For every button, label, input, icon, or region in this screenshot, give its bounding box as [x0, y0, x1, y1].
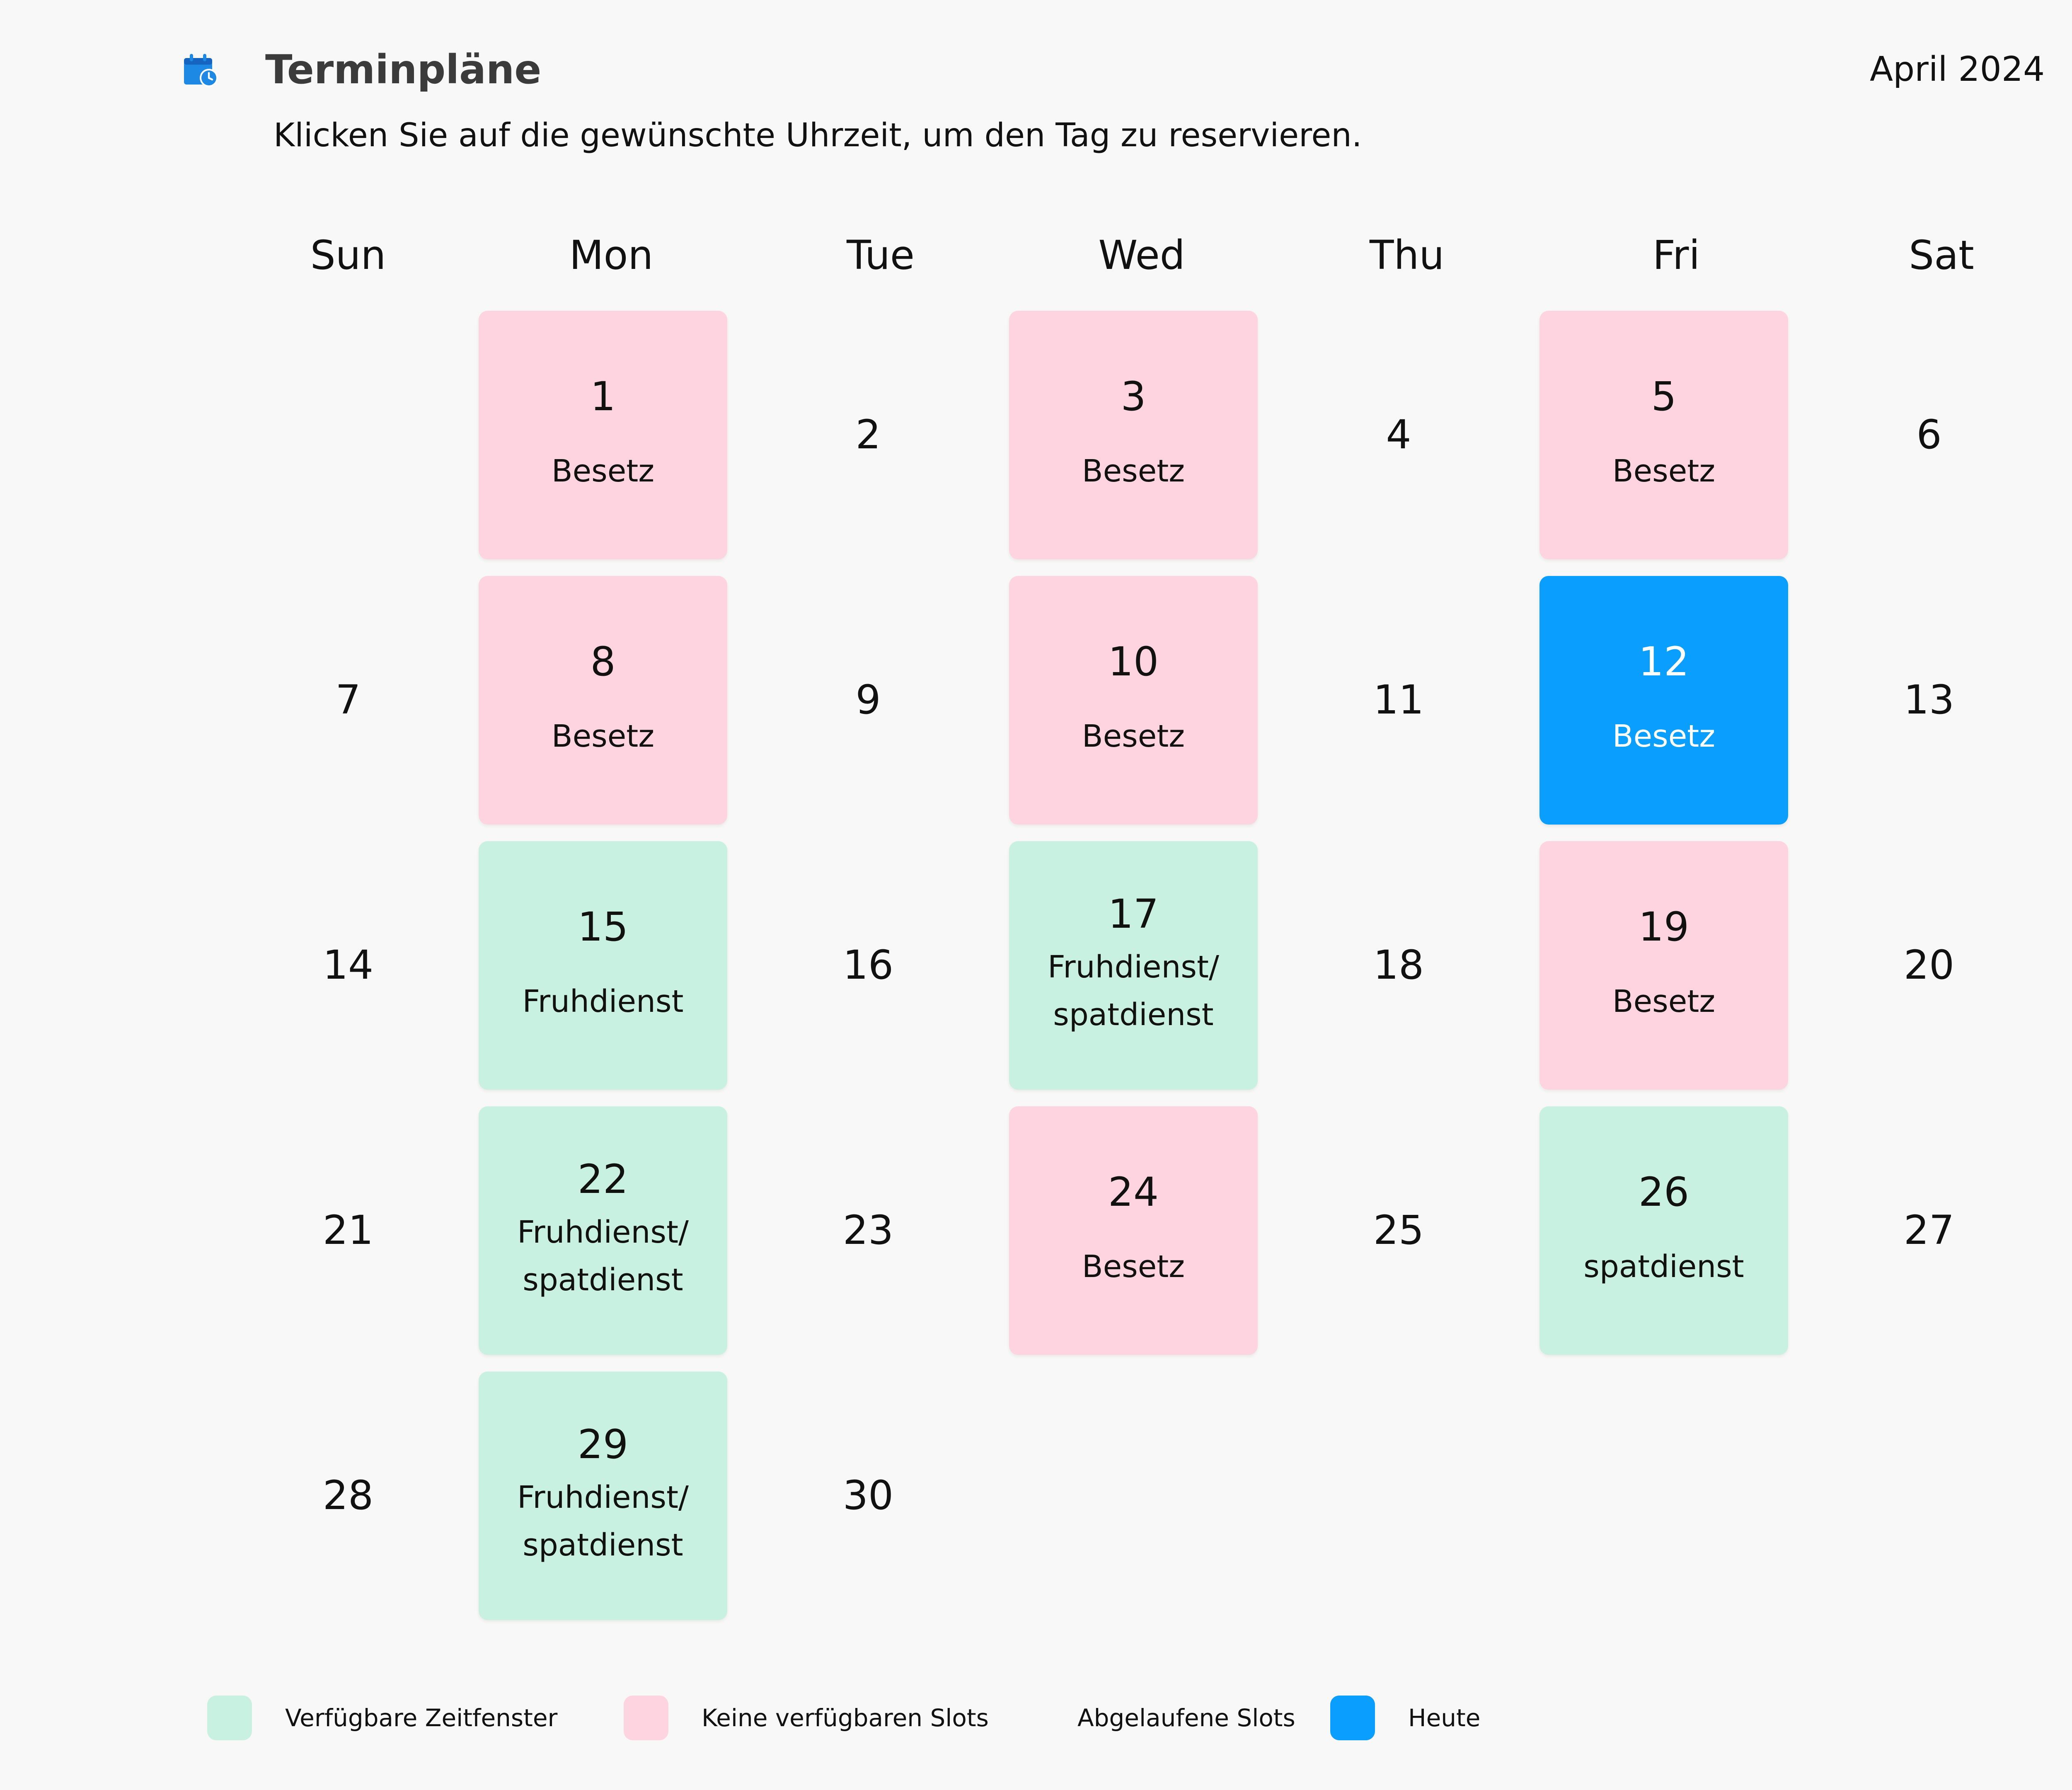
day-cell[interactable]: 27 — [1805, 1106, 2053, 1355]
day-cell[interactable]: 30 — [744, 1372, 992, 1620]
day-cell[interactable]: 18 — [1274, 841, 1523, 1090]
day-number: 19 — [1638, 903, 1690, 950]
day-number: 26 — [1638, 1168, 1690, 1215]
day-cell[interactable]: 24 Besetz — [1009, 1106, 1258, 1355]
instruction-text: Klicken Sie auf die gewünschte Uhrzeit, … — [274, 117, 1362, 154]
day-cell[interactable]: 10 Besetz — [1009, 576, 1258, 825]
day-cell[interactable]: 3 Besetz — [1009, 311, 1258, 559]
day-cell[interactable]: 9 — [744, 576, 992, 825]
page-title: Terminpläne — [265, 46, 542, 93]
legend-swatch-available — [207, 1696, 252, 1740]
legend-label: Heute — [1408, 1704, 1481, 1732]
day-cell[interactable]: 13 — [1805, 576, 2053, 825]
month-label: April 2024 — [1870, 50, 2045, 89]
day-cell[interactable]: 25 — [1274, 1106, 1523, 1355]
day-cell[interactable]: 6 — [1805, 311, 2053, 559]
day-number: 13 — [1903, 677, 1955, 723]
day-cell[interactable]: 19 Besetz — [1539, 841, 1788, 1090]
day-number: 27 — [1903, 1207, 1955, 1254]
day-number: 22 — [577, 1156, 629, 1202]
day-number: 9 — [855, 677, 881, 723]
day-number: 11 — [1373, 677, 1424, 723]
weekday-header: Sat — [1909, 232, 1974, 278]
day-cell[interactable]: 20 — [1805, 841, 2053, 1090]
day-status: spatdienst — [1583, 1249, 1744, 1285]
day-cell[interactable]: 28 — [224, 1372, 472, 1620]
day-number: 18 — [1373, 942, 1424, 989]
day-cell[interactable]: 12 Besetz — [1539, 576, 1788, 825]
day-status: Fruhdienst — [522, 984, 684, 1020]
day-status: Besetz — [1612, 718, 1716, 755]
day-cell[interactable]: 29 Fruhdienst/spatdienst — [479, 1372, 727, 1620]
weekday-header: Wed — [1098, 232, 1185, 278]
day-number: 6 — [1916, 411, 1942, 458]
legend-available: Verfügbare Zeitfenster — [207, 1695, 557, 1741]
day-cell[interactable]: 22 Fruhdienst/spatdienst — [479, 1106, 727, 1355]
day-number: 5 — [1651, 373, 1677, 420]
day-status: Besetz — [1082, 718, 1185, 755]
day-status: Fruhdienst/spatdienst — [1048, 949, 1219, 1033]
day-number: 24 — [1108, 1168, 1159, 1215]
day-cell[interactable]: 1 Besetz — [479, 311, 727, 559]
day-number: 21 — [322, 1207, 374, 1254]
day-number: 8 — [590, 638, 616, 685]
weekday-header: Sun — [310, 232, 386, 278]
day-number: 3 — [1121, 373, 1146, 420]
day-status: Besetz — [551, 453, 655, 489]
calendar-clock-icon — [184, 54, 218, 87]
day-cell[interactable]: 15 Fruhdienst — [479, 841, 727, 1090]
day-status: Besetz — [1612, 453, 1716, 489]
day-cell[interactable]: 7 — [224, 576, 472, 825]
weekday-header: Mon — [569, 232, 654, 278]
day-number: 23 — [842, 1207, 894, 1254]
day-cell[interactable]: 23 — [744, 1106, 992, 1355]
day-number: 2 — [855, 411, 881, 458]
day-number: 7 — [335, 677, 361, 723]
legend-expired: Abgelaufene Slots — [1077, 1695, 1295, 1741]
legend-label: Keine verfügbaren Slots — [702, 1704, 989, 1732]
day-number: 1 — [590, 373, 616, 420]
day-cell[interactable]: 2 — [744, 311, 992, 559]
day-cell[interactable]: 8 Besetz — [479, 576, 727, 825]
day-number: 25 — [1373, 1207, 1424, 1254]
legend-label: Abgelaufene Slots — [1077, 1704, 1295, 1732]
day-status: Besetz — [1612, 984, 1716, 1020]
day-status: Fruhdienst/spatdienst — [517, 1480, 689, 1563]
day-number: 28 — [322, 1472, 374, 1519]
day-cell[interactable]: 21 — [224, 1106, 472, 1355]
legend-swatch-today — [1330, 1696, 1375, 1740]
day-number: 4 — [1386, 411, 1411, 458]
day-cell[interactable]: 17 Fruhdienst/spatdienst — [1009, 841, 1258, 1090]
day-status: Besetz — [1082, 453, 1185, 489]
legend-label: Verfügbare Zeitfenster — [285, 1704, 558, 1732]
day-status: Fruhdienst/spatdienst — [517, 1214, 689, 1298]
day-cell[interactable]: 14 — [224, 841, 472, 1090]
day-number: 30 — [842, 1472, 894, 1519]
day-cell[interactable]: 26 spatdienst — [1539, 1106, 1788, 1355]
day-cell[interactable]: 5 Besetz — [1539, 311, 1788, 559]
weekday-header: Fri — [1652, 232, 1700, 278]
day-status: Besetz — [551, 718, 655, 755]
day-number: 10 — [1108, 638, 1159, 685]
day-cell[interactable]: 11 — [1274, 576, 1523, 825]
legend-swatch-unavailable — [624, 1696, 668, 1740]
day-status: Besetz — [1082, 1249, 1185, 1285]
weekday-header: Tue — [847, 232, 915, 278]
weekday-header: Thu — [1369, 232, 1445, 278]
day-cell[interactable]: 4 — [1274, 311, 1523, 559]
legend-today: Heute — [1330, 1695, 1480, 1741]
day-number: 17 — [1108, 890, 1159, 937]
day-number: 15 — [577, 903, 629, 950]
day-number: 16 — [842, 942, 894, 989]
day-number: 20 — [1903, 942, 1955, 989]
day-number: 29 — [577, 1421, 629, 1468]
day-cell[interactable]: 16 — [744, 841, 992, 1090]
day-number: 14 — [322, 942, 374, 989]
legend-unavailable: Keine verfügbaren Slots — [624, 1695, 989, 1741]
day-number: 12 — [1638, 638, 1690, 685]
